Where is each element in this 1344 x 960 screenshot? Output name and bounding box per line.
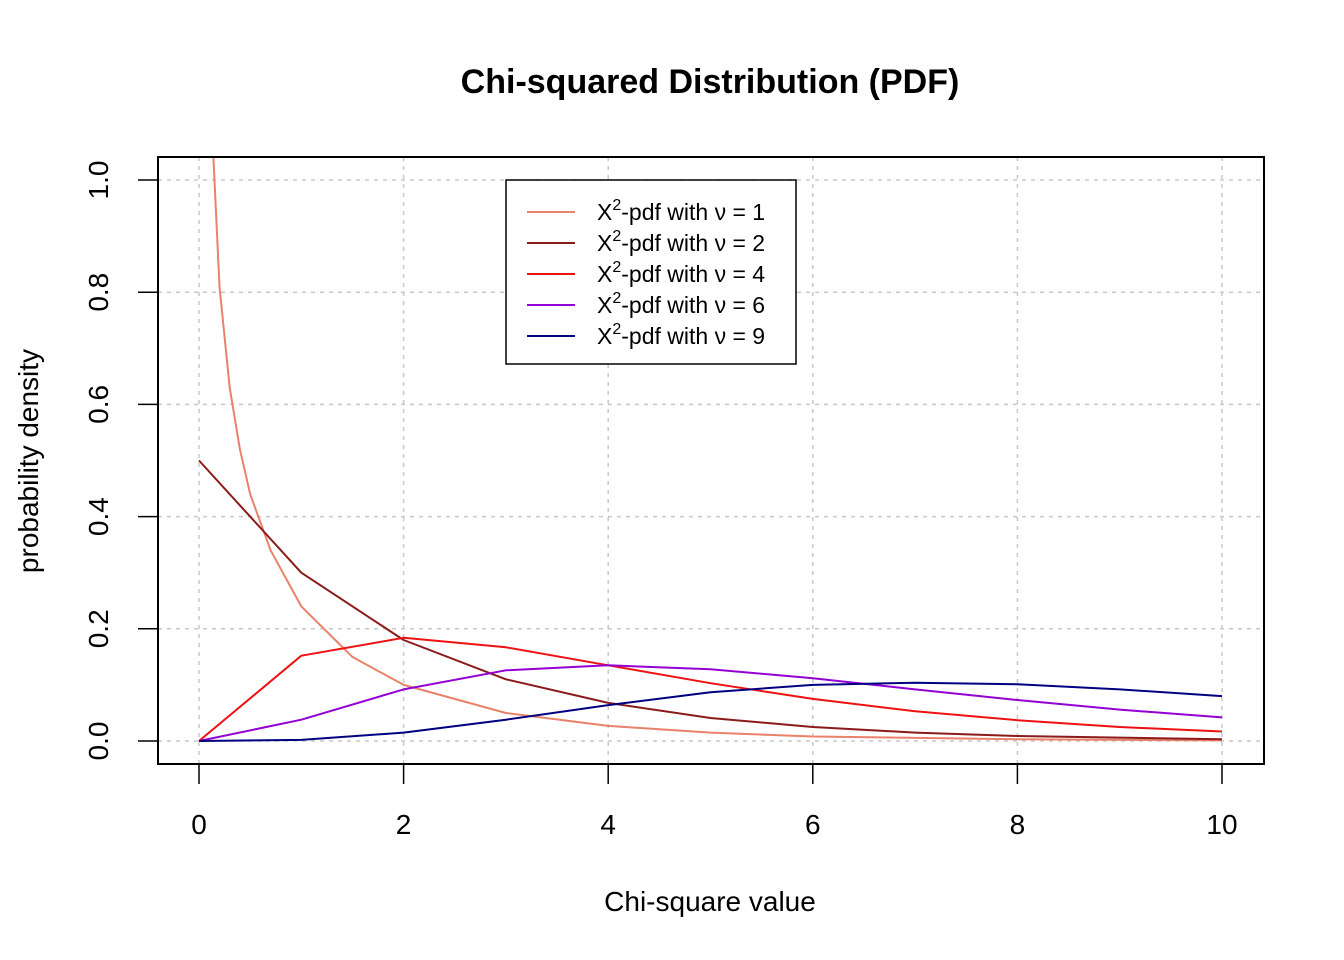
series-line-nu-2	[198, 459, 1223, 741]
legend-entry-suffix: -pdf with ν = 4	[621, 261, 765, 287]
plot-area	[198, 157, 1223, 742]
series-line-nu-6	[198, 664, 1223, 742]
x-tick-label: 0	[191, 809, 207, 840]
y-axis-label: probability density	[13, 349, 44, 573]
x-tick-label: 10	[1206, 809, 1237, 840]
x-tick-label: 6	[805, 809, 821, 840]
legend-entry-prefix: X	[597, 230, 612, 256]
legend-entry-suffix: -pdf with ν = 9	[621, 323, 765, 349]
x-tick-label: 8	[1010, 809, 1026, 840]
series-line-nu-1	[212, 157, 1223, 742]
legend-entry-suffix: -pdf with ν = 6	[621, 292, 765, 318]
legend-entry-superscript: 2	[612, 321, 621, 338]
legend-entry-prefix: X	[597, 199, 612, 225]
y-tick-label: 1.0	[83, 161, 114, 200]
legend: X2-pdf with ν = 1X2-pdf with ν = 2X2-pdf…	[505, 179, 797, 365]
legend-entry-superscript: 2	[612, 259, 621, 276]
x-axis: 0 2 4 6 8 10	[191, 763, 1238, 840]
x-tick-label: 2	[396, 809, 412, 840]
legend-entry-superscript: 2	[612, 290, 621, 307]
legend-entry: X2-pdf with ν = 9	[597, 321, 765, 349]
legend-entry-prefix: X	[597, 323, 612, 349]
x-axis-label: Chi-square value	[604, 886, 816, 917]
legend-entry-suffix: -pdf with ν = 2	[621, 230, 765, 256]
legend-entry-superscript: 2	[612, 228, 621, 245]
y-tick-label: 0.2	[83, 609, 114, 648]
y-tick-label: 0.8	[83, 273, 114, 312]
legend-entry: X2-pdf with ν = 6	[597, 290, 765, 318]
legend-entry-suffix: -pdf with ν = 1	[621, 199, 765, 225]
legend-entry: X2-pdf with ν = 4	[597, 259, 765, 287]
series-line-nu-4	[198, 636, 1223, 742]
legend-entry-superscript: 2	[612, 197, 621, 214]
legend-entry: X2-pdf with ν = 2	[597, 228, 765, 256]
x-tick-label: 4	[600, 809, 616, 840]
y-axis: 0.0 0.2 0.4 0.6 0.8 1.0	[83, 161, 159, 761]
legend-entry-prefix: X	[597, 292, 612, 318]
legend-entry: X2-pdf with ν = 1	[597, 197, 765, 225]
y-tick-label: 0.6	[83, 385, 114, 424]
chart-title: Chi-squared Distribution (PDF)	[461, 63, 960, 101]
y-tick-label: 0.0	[83, 722, 114, 761]
y-tick-label: 0.4	[83, 497, 114, 536]
grid	[158, 157, 1264, 764]
legend-entry-prefix: X	[597, 261, 612, 287]
legend-box	[505, 179, 797, 365]
series-line-nu-9	[198, 681, 1223, 742]
